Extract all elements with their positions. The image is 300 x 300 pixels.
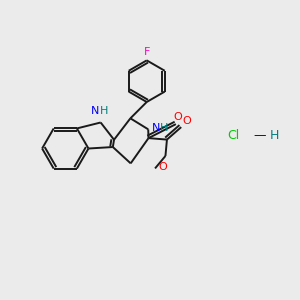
Text: H: H bbox=[160, 123, 168, 133]
Text: H: H bbox=[270, 129, 280, 142]
Text: O: O bbox=[173, 112, 182, 122]
Text: H: H bbox=[99, 106, 108, 116]
Text: O: O bbox=[183, 116, 191, 126]
Text: N: N bbox=[152, 123, 160, 133]
Text: Cl: Cl bbox=[227, 129, 239, 142]
Text: O: O bbox=[159, 163, 167, 172]
Text: F: F bbox=[143, 47, 150, 57]
Text: —: — bbox=[254, 129, 266, 142]
Text: N: N bbox=[91, 106, 100, 116]
